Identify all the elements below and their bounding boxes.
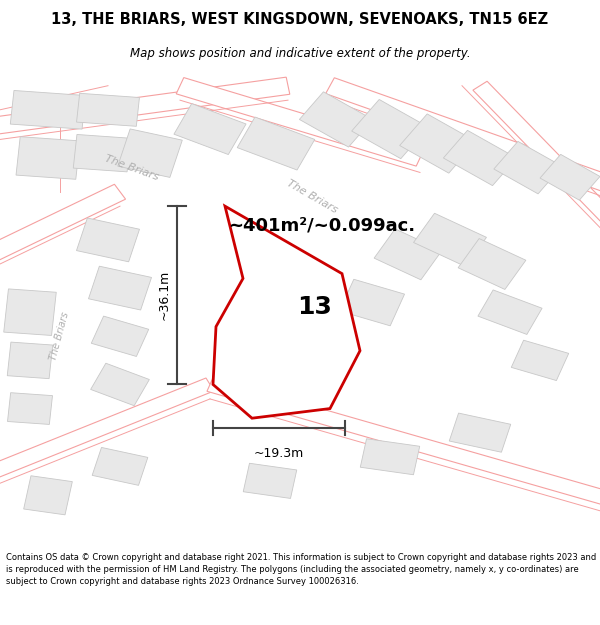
Polygon shape (88, 266, 152, 310)
Polygon shape (449, 413, 511, 452)
Text: The Briars: The Briars (285, 178, 339, 215)
Polygon shape (77, 93, 139, 126)
Polygon shape (352, 99, 428, 159)
Polygon shape (458, 239, 526, 289)
Text: The Briars: The Briars (49, 311, 71, 362)
Text: ~19.3m: ~19.3m (254, 447, 304, 460)
Polygon shape (92, 448, 148, 486)
Polygon shape (540, 154, 600, 200)
Polygon shape (23, 476, 73, 515)
Polygon shape (4, 289, 56, 336)
Text: ~401m²/~0.099ac.: ~401m²/~0.099ac. (228, 216, 415, 234)
Polygon shape (10, 91, 86, 129)
Polygon shape (478, 290, 542, 334)
Polygon shape (400, 114, 476, 173)
Polygon shape (494, 141, 562, 194)
Polygon shape (174, 104, 246, 154)
Polygon shape (0, 184, 125, 271)
Polygon shape (8, 392, 52, 424)
Polygon shape (118, 129, 182, 178)
Polygon shape (213, 206, 360, 418)
Polygon shape (443, 131, 517, 186)
Polygon shape (326, 78, 600, 199)
Polygon shape (91, 363, 149, 406)
Polygon shape (511, 340, 569, 381)
Polygon shape (0, 378, 214, 488)
Polygon shape (243, 463, 297, 498)
Polygon shape (374, 229, 442, 280)
Polygon shape (0, 77, 290, 138)
Polygon shape (7, 342, 53, 379)
Polygon shape (176, 78, 424, 166)
Text: Contains OS data © Crown copyright and database right 2021. This information is : Contains OS data © Crown copyright and d… (6, 553, 596, 586)
Polygon shape (340, 279, 404, 326)
Polygon shape (237, 117, 315, 170)
Polygon shape (207, 378, 600, 512)
Polygon shape (360, 439, 420, 475)
Polygon shape (413, 213, 487, 266)
Polygon shape (299, 92, 373, 147)
Polygon shape (91, 316, 149, 356)
Polygon shape (16, 137, 80, 179)
Polygon shape (76, 218, 140, 262)
Text: 13, THE BRIARS, WEST KINGSDOWN, SEVENOAKS, TN15 6EZ: 13, THE BRIARS, WEST KINGSDOWN, SEVENOAK… (52, 12, 548, 28)
Polygon shape (73, 134, 131, 172)
Text: 13: 13 (297, 295, 332, 319)
Text: Map shows position and indicative extent of the property.: Map shows position and indicative extent… (130, 47, 470, 60)
Polygon shape (473, 81, 600, 244)
Text: The Briars: The Briars (104, 153, 160, 182)
Text: ~36.1m: ~36.1m (157, 270, 170, 321)
